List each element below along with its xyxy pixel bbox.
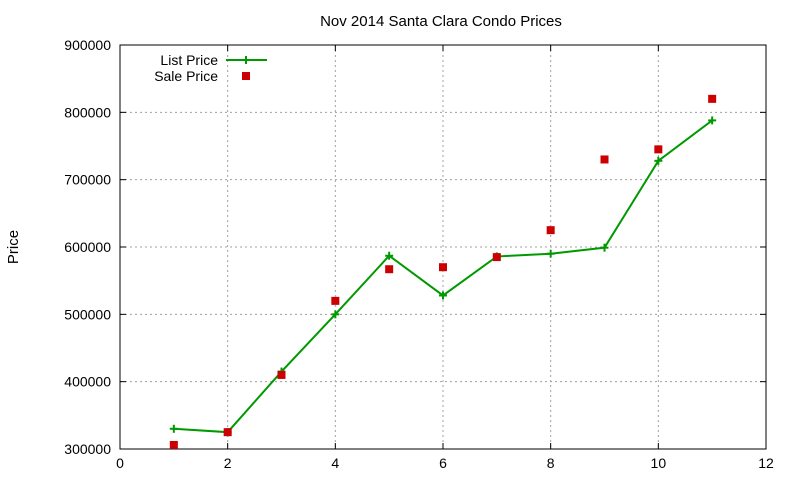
x-tick-label: 2 bbox=[224, 455, 232, 471]
y-tick-label: 500000 bbox=[64, 306, 111, 322]
series-layer bbox=[169, 94, 717, 449]
x-tick-label: 12 bbox=[758, 455, 774, 471]
x-tick-label: 8 bbox=[547, 455, 555, 471]
x-tick-label: 0 bbox=[116, 455, 124, 471]
list-price-point bbox=[600, 243, 609, 252]
sale-price-point bbox=[492, 253, 501, 262]
y-tick-label: 600000 bbox=[64, 239, 111, 255]
sale-price-point bbox=[385, 265, 394, 274]
list-price-point bbox=[546, 249, 555, 258]
list-price-point bbox=[439, 291, 447, 300]
legend-label: Sale Price bbox=[154, 68, 218, 84]
list-price-point bbox=[331, 310, 340, 319]
sale-price-point bbox=[654, 145, 663, 154]
list-price-point bbox=[169, 424, 178, 433]
y-tick-label: 700000 bbox=[64, 172, 111, 188]
sale-price-point bbox=[546, 226, 555, 235]
legend-label: List Price bbox=[160, 52, 218, 68]
sale-price-point bbox=[223, 428, 232, 437]
y-tick-label: 900000 bbox=[64, 37, 111, 53]
x-tick-label: 10 bbox=[651, 455, 667, 471]
sale-price-point bbox=[439, 263, 447, 272]
x-tick-label: 6 bbox=[439, 455, 447, 471]
list-price-point bbox=[385, 251, 394, 260]
grid-lines bbox=[120, 45, 766, 449]
legend-square-swatch bbox=[242, 72, 250, 80]
y-tick-label: 300000 bbox=[64, 441, 111, 457]
sale-price-point bbox=[708, 94, 717, 103]
sale-price-point bbox=[331, 296, 340, 305]
x-tick-label: 4 bbox=[331, 455, 339, 471]
axis-ticks: 0 2 4 6 8 10 12 300000 400000 500000 600000 700000 8… bbox=[64, 37, 774, 471]
sale-price-point bbox=[169, 440, 178, 449]
list-price-point bbox=[708, 116, 717, 125]
series-1 bbox=[169, 94, 717, 449]
y-tick-label: 800000 bbox=[64, 104, 111, 120]
sale-price-point bbox=[600, 155, 609, 164]
sale-price-point bbox=[277, 370, 286, 379]
chart-title: Nov 2014 Santa Clara Condo Prices bbox=[320, 13, 562, 30]
legend-plus-swatch bbox=[242, 56, 250, 64]
list-price-point bbox=[654, 156, 663, 165]
y-tick-label: 400000 bbox=[64, 374, 111, 390]
y-axis-label: Price bbox=[5, 230, 22, 264]
